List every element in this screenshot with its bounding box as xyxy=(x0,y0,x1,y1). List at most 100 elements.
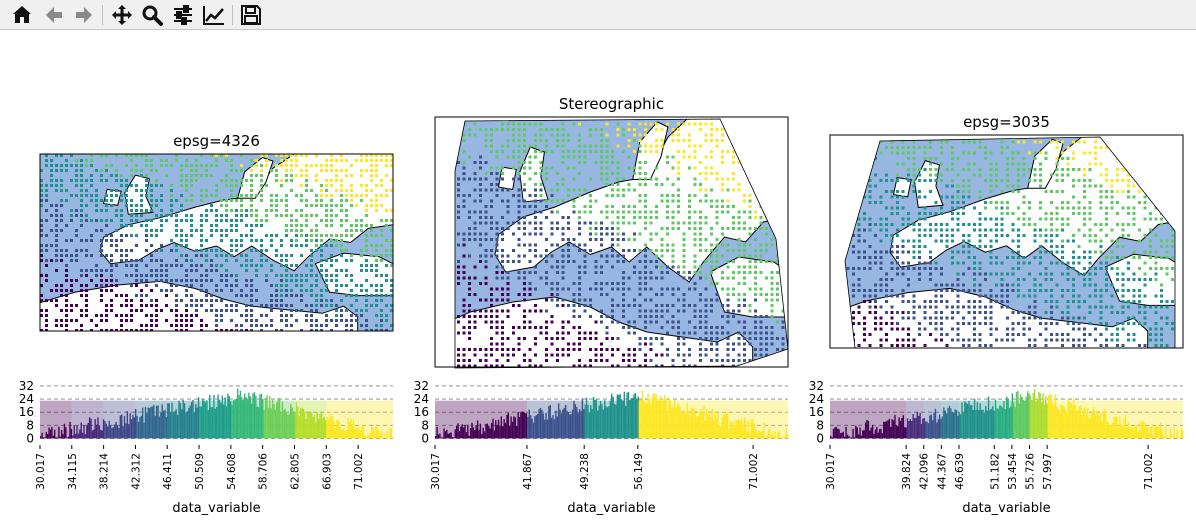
histogram-bar xyxy=(692,407,694,439)
histogram-bar xyxy=(382,437,384,439)
histogram-bar xyxy=(629,400,631,439)
histogram-bar xyxy=(435,436,437,439)
coastline xyxy=(40,280,359,331)
histogram-bar xyxy=(378,430,380,439)
histogram-bar xyxy=(714,411,716,439)
configure-subplots-button[interactable] xyxy=(169,2,197,28)
histogram-bar xyxy=(1151,424,1153,439)
edit-axis-button[interactable] xyxy=(200,2,228,28)
histogram-bar xyxy=(209,394,211,439)
histogram-bar xyxy=(232,400,235,439)
histogram-bar xyxy=(759,430,761,439)
histogram-bar xyxy=(471,422,473,439)
class-band xyxy=(294,400,327,439)
histogram-bar xyxy=(1161,428,1163,439)
histogram-bar xyxy=(88,417,91,439)
histogram-bar xyxy=(1018,403,1020,439)
histogram-bar xyxy=(857,434,860,439)
histogram-bar xyxy=(496,424,498,439)
forward-button[interactable] xyxy=(70,2,98,28)
histogram-bar xyxy=(365,436,367,439)
histogram-bar xyxy=(595,399,598,439)
histogram-bar xyxy=(957,415,959,439)
x-tick-label: 56.149 xyxy=(633,453,645,490)
histogram-bar xyxy=(884,421,886,439)
home-button[interactable] xyxy=(8,2,36,28)
save-button[interactable] xyxy=(237,2,265,28)
histogram-bar xyxy=(871,424,874,439)
histogram-bar xyxy=(873,433,875,439)
histogram-bar xyxy=(1057,408,1060,439)
histogram-bar xyxy=(90,418,92,439)
histogram-bar xyxy=(326,416,328,439)
x-tick-label: 30.017 xyxy=(430,453,442,490)
histogram-bar xyxy=(1028,393,1030,439)
histogram-bar xyxy=(104,421,106,439)
histogram-bar xyxy=(564,404,567,439)
histogram-bar xyxy=(562,409,564,439)
histogram-bar xyxy=(532,422,535,439)
histogram-bar xyxy=(291,407,293,439)
histogram-bar xyxy=(217,394,219,439)
class-band xyxy=(435,400,527,439)
histogram-bar xyxy=(1180,428,1183,439)
histogram-bar xyxy=(643,400,645,439)
histogram-bar xyxy=(613,403,616,439)
x-tick-label: 66.903 xyxy=(321,453,333,490)
histogram-bar xyxy=(305,419,307,439)
histogram-bar xyxy=(841,432,843,439)
histogram-bar xyxy=(724,413,726,439)
histogram-bar xyxy=(1081,415,1083,439)
histogram-bar xyxy=(612,396,614,439)
histogram-bar xyxy=(615,404,617,439)
histogram-bar xyxy=(645,403,648,439)
back-button[interactable] xyxy=(40,2,68,28)
class-band xyxy=(135,400,168,439)
histogram-bar xyxy=(155,405,158,439)
histogram-bar xyxy=(188,408,190,439)
histogram-bar xyxy=(51,426,53,439)
class-band xyxy=(584,400,638,439)
class-band xyxy=(40,400,72,439)
histogram-bar xyxy=(86,424,88,439)
histogram-bar xyxy=(354,429,356,439)
histogram-bar xyxy=(609,400,612,439)
x-tick-label: 30.017 xyxy=(35,453,47,490)
histogram-bar xyxy=(292,411,295,439)
histogram-bar xyxy=(167,403,169,439)
histogram-bar xyxy=(1162,434,1164,439)
histogram-bar xyxy=(327,419,330,439)
histogram-bar xyxy=(298,416,300,439)
histogram-bar xyxy=(141,407,144,439)
histogram-bar xyxy=(186,411,189,439)
histogram-bar xyxy=(975,409,977,439)
histogram-bar xyxy=(260,393,263,439)
histogram-bar xyxy=(718,425,720,439)
histogram-bar xyxy=(87,422,89,439)
histogram-bar xyxy=(976,402,979,439)
histogram-bars xyxy=(435,390,789,439)
histogram-bar xyxy=(175,409,177,439)
x-tick-label: 34.115 xyxy=(67,453,79,490)
histogram-bar xyxy=(492,418,494,439)
histogram-bar xyxy=(238,395,240,439)
histogram-bar xyxy=(754,428,757,439)
histogram-bar xyxy=(534,416,536,439)
zoom-button[interactable] xyxy=(138,2,166,28)
histogram-bar xyxy=(48,427,50,439)
histogram-bar xyxy=(780,437,782,439)
histogram-bar xyxy=(1140,420,1142,439)
histogram-bar xyxy=(845,426,847,439)
home-icon xyxy=(13,6,31,23)
map-title: epsg=4326 xyxy=(173,132,260,150)
histogram-bar xyxy=(55,437,57,439)
histogram-bar xyxy=(968,400,970,439)
histogram-bar xyxy=(1061,405,1064,439)
histogram-bar xyxy=(216,406,218,439)
histogram-bar xyxy=(650,404,652,439)
histogram-bar xyxy=(731,423,733,439)
pan-button[interactable] xyxy=(108,2,136,28)
histogram-bar xyxy=(685,412,687,439)
histogram-bar xyxy=(1066,412,1068,439)
histogram-bar xyxy=(461,424,463,439)
